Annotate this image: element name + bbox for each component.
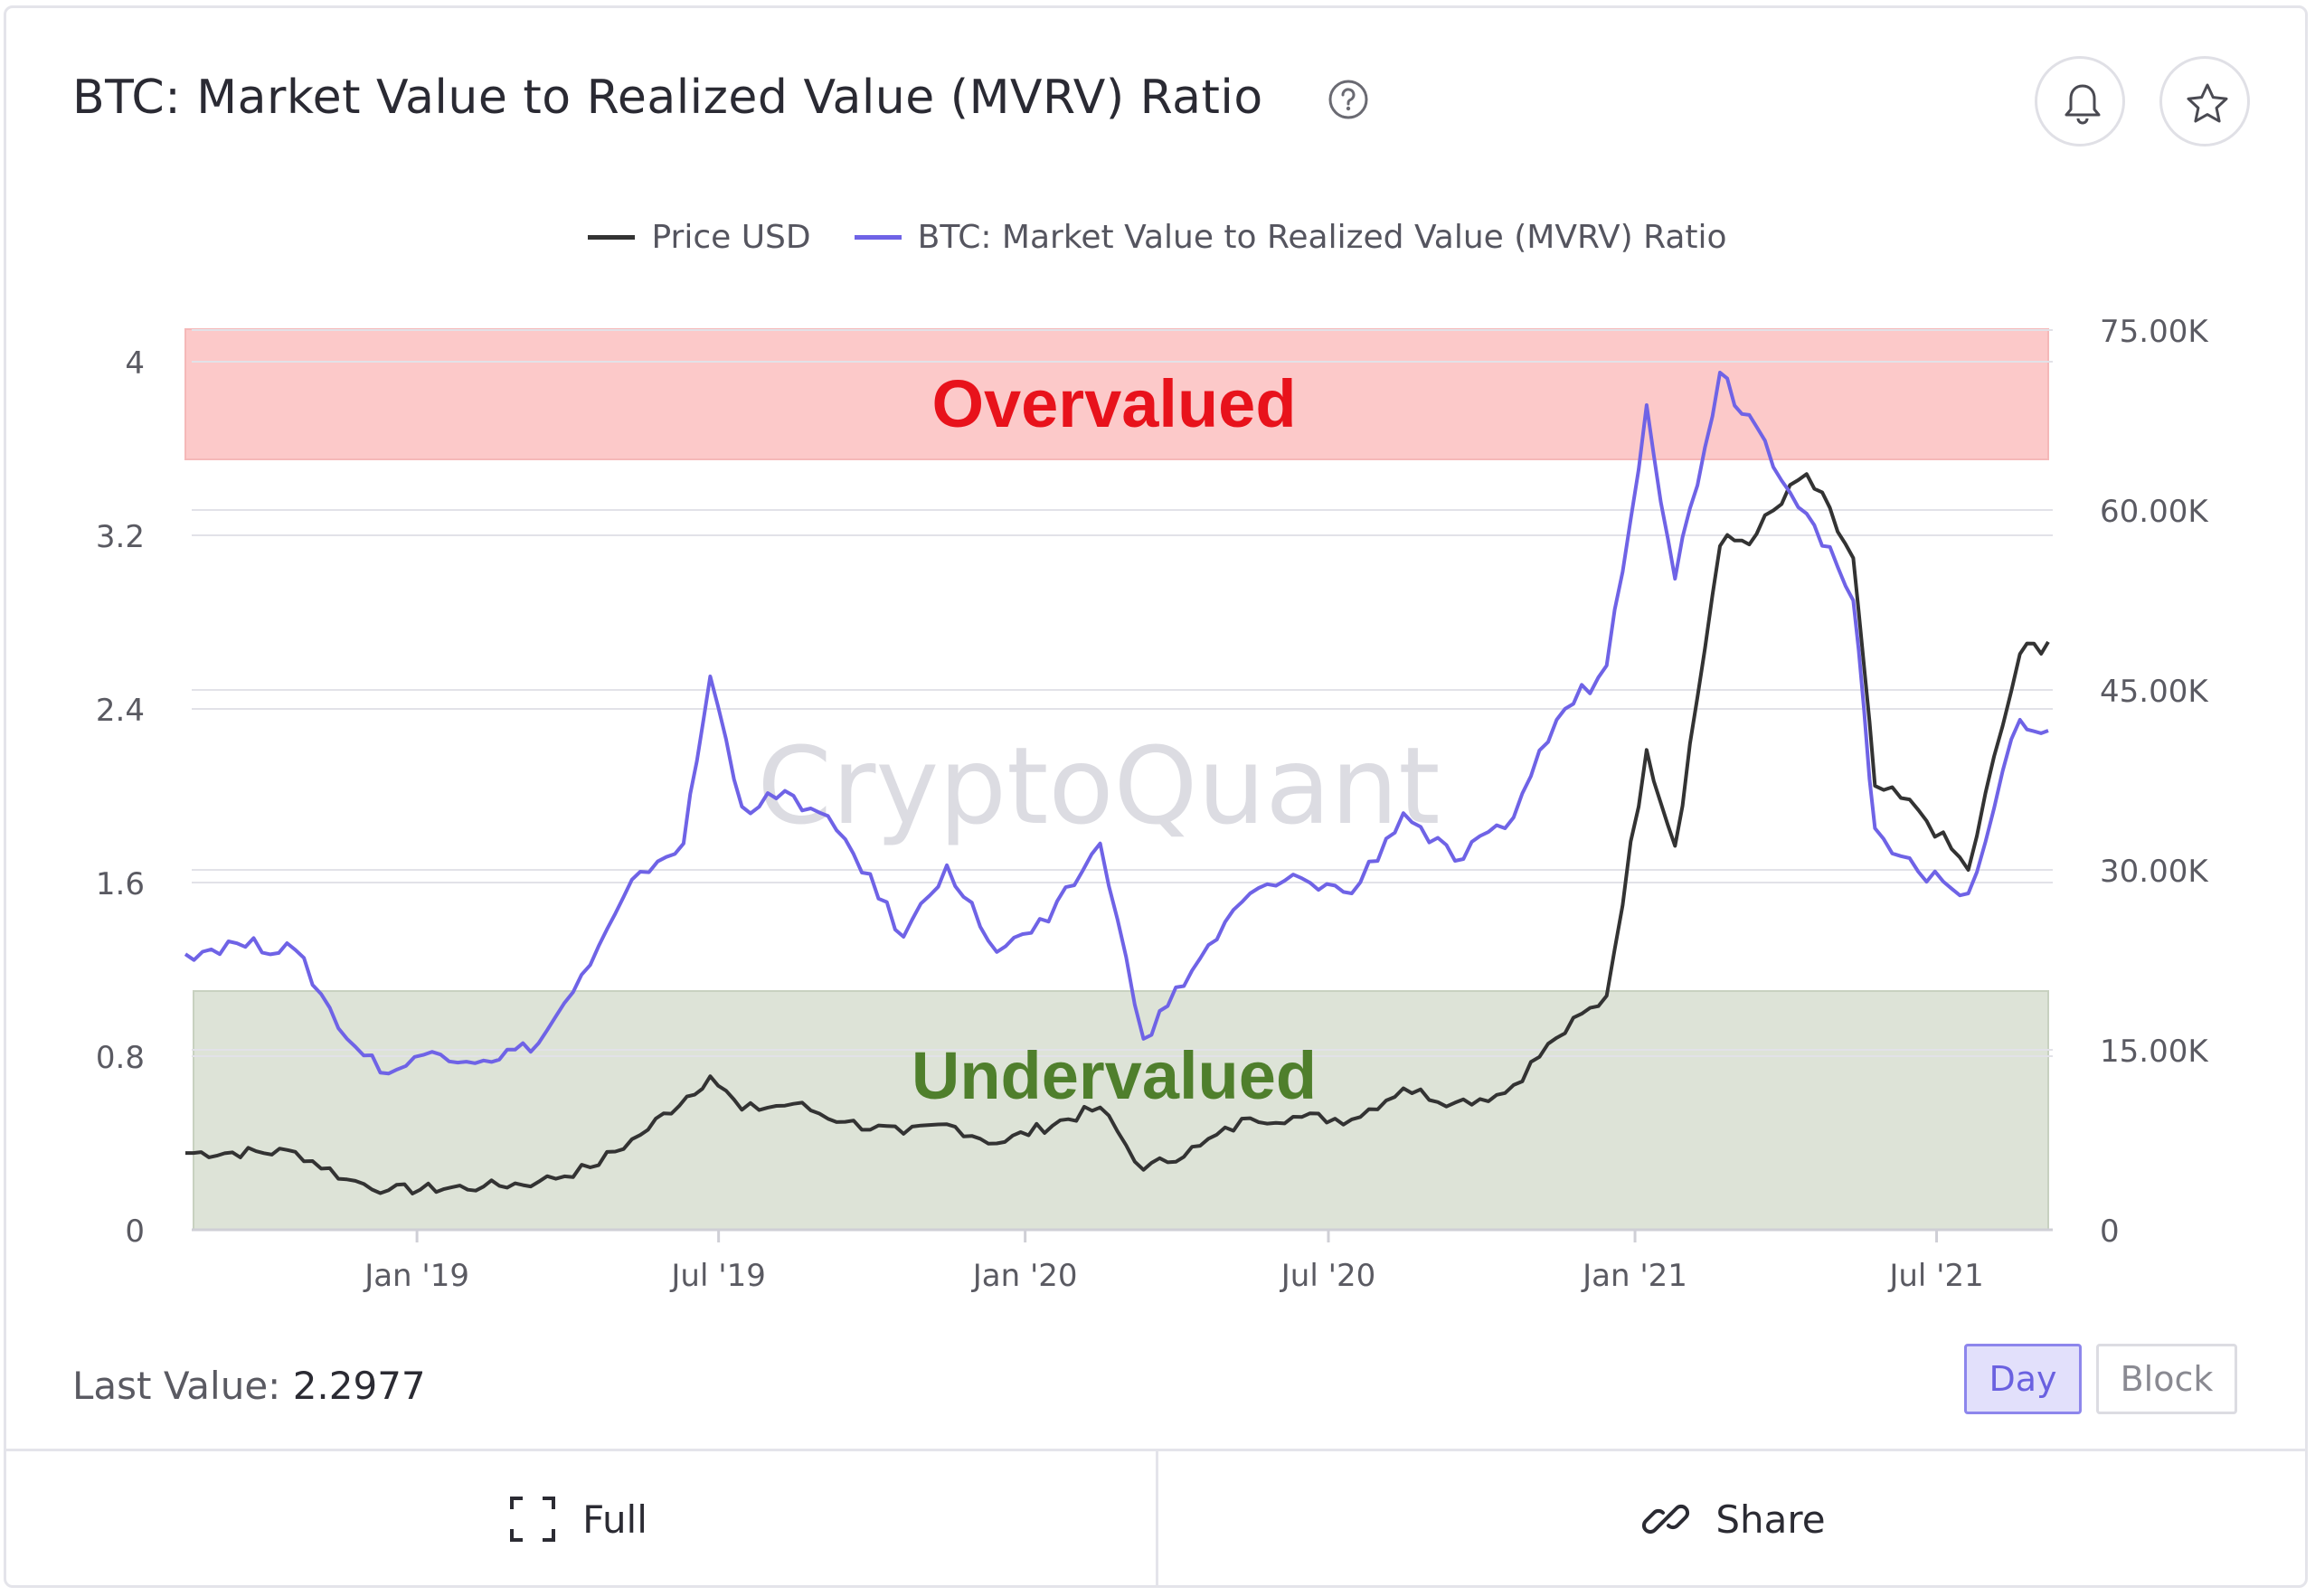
chart-title: BTC: Market Value to Realized Value (MVR… [72,71,1263,125]
last-value-number: 2.2977 [292,1364,426,1408]
star-icon [2187,83,2228,123]
share-label: Share [1715,1497,1826,1542]
y-left-tick-label: 1.6 [96,866,145,902]
y-left-tick-label: 2.4 [96,693,145,729]
y-right-tick-label: 15.00K [2100,1034,2209,1070]
y-right-tick-label: 30.00K [2100,854,2209,890]
last-value: Last Value: 2.2977 [72,1364,426,1408]
x-tick-label: Jul '20 [1280,1258,1375,1294]
legend-swatch-price [588,235,636,240]
mvrv-chart: CryptoQuant 0 0.8 1.6 2.4 3.2 4 0 15.00K 30.00K 4… [96,314,2209,1294]
footer-divider [1156,1451,1158,1587]
y-right-tick-label: 45.00K [2100,674,2209,710]
undervalued-label: Undervalued [912,1038,1317,1113]
legend-label-price: Price USD [651,219,811,256]
question-circle-icon[interactable] [1328,79,1369,120]
card-footer: Full Share [4,1449,2308,1587]
watermark: CryptoQuant [757,723,1440,848]
favorite-button[interactable] [2159,56,2250,146]
y-right-tick-label: 0 [2100,1214,2120,1250]
full-button[interactable]: Full [4,1451,1152,1587]
y-left-tick-label: 0.8 [96,1040,145,1076]
legend-label-mvrv: BTC: Market Value to Realized Value (MVR… [917,219,1727,256]
link-icon [1642,1504,1690,1535]
last-value-label: Last Value: [72,1364,281,1408]
series-line-price [185,472,2050,1195]
y-left-tick-label: 4 [125,345,145,382]
full-label: Full [582,1497,647,1542]
overvalued-label: Overvalued [931,366,1296,441]
alert-button[interactable] [2035,56,2125,146]
y-left-tick-label: 0 [125,1214,145,1250]
x-tick-label: Jan '19 [363,1258,469,1294]
legend-item-mvrv[interactable]: BTC: Market Value to Realized Value (MVR… [854,219,1727,256]
y-right-tick-label: 60.00K [2100,494,2209,530]
bell-icon [2065,84,2101,125]
legend-swatch-mvrv [854,235,902,240]
x-tick-label: Jul '19 [669,1258,765,1294]
band-overvalued [184,328,2049,460]
legend-item-price[interactable]: Price USD [588,219,811,256]
day-toggle[interactable]: Day [1964,1344,2082,1414]
y-right-tick-label: 75.00K [2100,314,2209,350]
chart-card [4,5,2308,1588]
band-undervalued [193,990,2049,1231]
share-button[interactable]: Share [1159,1451,2308,1587]
expand-icon [510,1497,556,1542]
y-left-tick-label: 3.2 [96,519,145,555]
chart-legend: Price USD BTC: Market Value to Realized … [0,219,2315,256]
x-tick-label: Jan '21 [1581,1258,1687,1294]
series-line-mvrv [184,371,2049,1076]
block-toggle[interactable]: Block [2096,1344,2237,1414]
x-tick-label: Jul '21 [1887,1258,1983,1294]
x-tick-label: Jan '20 [971,1258,1078,1294]
